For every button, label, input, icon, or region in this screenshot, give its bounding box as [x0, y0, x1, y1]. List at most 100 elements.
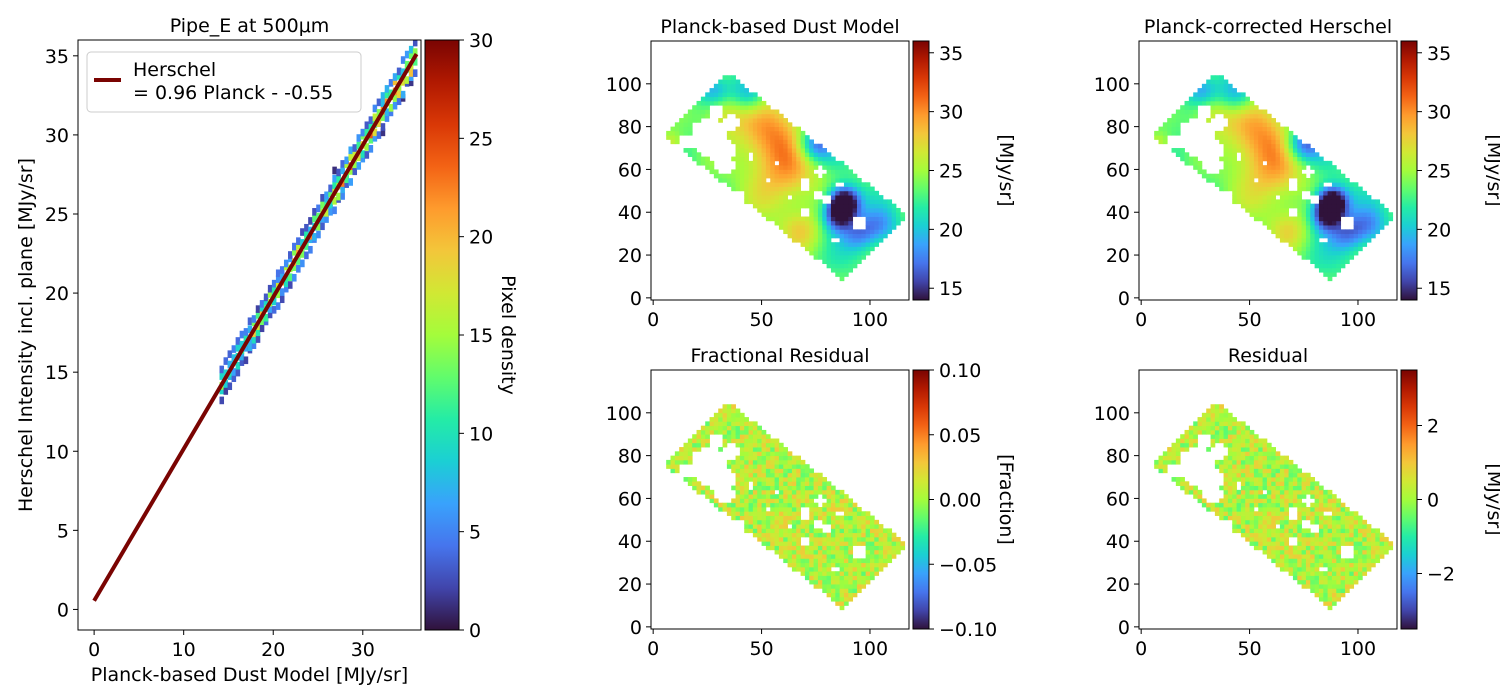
density-cell: [340, 185, 345, 194]
map1-pixel: [848, 199, 854, 205]
density-cell: [356, 134, 362, 142]
map4-pixel: [1318, 549, 1324, 555]
map4-pixel: [1232, 459, 1237, 465]
map3-pixel: [765, 511, 771, 516]
map1-pixel: [674, 135, 680, 140]
map3-pixel: [774, 515, 780, 521]
map2-pixel: [1245, 135, 1250, 140]
map2-pixel: [1214, 96, 1220, 102]
density-cell: [413, 31, 418, 39]
map4-pixel: [1370, 558, 1376, 564]
map3-pixel: [856, 571, 862, 576]
map3-pixel: [757, 438, 762, 444]
map1-pixel: [757, 190, 762, 196]
map2-pixel: [1232, 152, 1237, 157]
map2-pixel: [1314, 255, 1320, 260]
map2-pixel: [1193, 109, 1198, 115]
map1-pixel: [813, 216, 819, 222]
map4-pixel: [1297, 536, 1303, 542]
map1-pixel: [861, 237, 867, 243]
map1-pixel: [683, 148, 689, 153]
map3-pixel: [830, 494, 836, 499]
map3-pixel: [709, 421, 715, 427]
map3-pixel: [787, 528, 793, 534]
map1-pixel: [869, 233, 875, 239]
map2-pixel: [1223, 113, 1229, 119]
map1-pixel: [774, 177, 780, 183]
map1-pixel: [783, 186, 788, 192]
map3-pixel: [865, 571, 871, 576]
density-cell: [340, 160, 345, 168]
map1-pixel: [774, 190, 780, 196]
map1-pixel: [783, 152, 788, 157]
map1-pixel: [783, 177, 788, 183]
map2-pixel: [1271, 148, 1276, 153]
map4-pixel: [1266, 489, 1272, 495]
map3-pixel: [761, 477, 767, 482]
map3-pixel: [826, 558, 832, 564]
map3-pixel: [843, 545, 849, 551]
map1-pixel: [869, 199, 875, 205]
map1-pixel: [783, 199, 788, 205]
density-cell: [380, 99, 386, 108]
map4-pixel: [1370, 562, 1376, 568]
map3-pixel: [813, 571, 819, 576]
map4-pixel: [1206, 447, 1211, 452]
map2-pixel: [1331, 190, 1337, 196]
map1-pixel: [817, 246, 823, 252]
map4-pixel: [1318, 579, 1324, 585]
map3-pixel: [778, 472, 784, 478]
map2-pixel: [1253, 152, 1259, 157]
map3-pixel: [722, 502, 728, 508]
map1-pixel: [822, 203, 828, 209]
map4-pixel: [1193, 494, 1198, 499]
map4-pixel: [1240, 468, 1246, 474]
map1-pixel: [848, 212, 854, 217]
map4-pixel: [1340, 506, 1346, 512]
map3-pixel: [778, 541, 784, 546]
map3-pixel: [852, 536, 858, 542]
map2-pixel: [1327, 250, 1333, 256]
map4-pixel: [1305, 584, 1311, 589]
map3-pixel: [726, 459, 732, 465]
map1-pixel: [822, 160, 828, 166]
map2-pixel: [1370, 220, 1376, 226]
map4-pixel: [1240, 511, 1246, 516]
map3-pixel: [869, 575, 875, 581]
map1-pixel: [791, 220, 797, 226]
map3-pixel: [744, 519, 749, 525]
map2-pixel: [1245, 126, 1250, 132]
map3-pixel: [869, 541, 875, 546]
map3-pixel: [895, 549, 901, 555]
map2-colorbar-tick-label: 30: [1427, 102, 1451, 124]
map2-pixel: [1223, 148, 1229, 153]
map3-pixel: [765, 524, 771, 529]
map2-pixel: [1227, 156, 1233, 162]
map3-pixel: [783, 468, 788, 474]
map2-pixel: [1227, 152, 1233, 157]
density-cell: [239, 340, 245, 349]
map2-pixel: [1227, 186, 1233, 192]
map3-pixel: [770, 472, 775, 478]
density-cell: [392, 77, 398, 86]
map2-pixel: [1366, 225, 1372, 230]
map3-pixel: [826, 502, 832, 508]
map2-pixel: [1292, 246, 1298, 252]
map3-pixel: [674, 468, 680, 474]
map4-pixel: [1297, 558, 1303, 564]
map3-pixel: [757, 536, 762, 542]
map2-pixel: [1323, 229, 1329, 235]
map4-pixel: [1258, 455, 1263, 461]
map2-pixel: [1314, 165, 1320, 170]
map1-pixel: [865, 182, 871, 187]
map2-pixel: [1314, 156, 1320, 162]
map3-pixel: [687, 481, 693, 486]
density-legend: Herschel= 0.96 Planck - -0.55: [86, 51, 362, 113]
map2-pixel: [1236, 173, 1242, 179]
map2-pixel: [1219, 135, 1224, 140]
map2-pixel: [1249, 113, 1255, 119]
map2-pixel: [1292, 237, 1298, 243]
map3-pixel: [735, 481, 741, 486]
map2-pixel: [1297, 220, 1303, 226]
map4-pixel: [1331, 562, 1337, 568]
